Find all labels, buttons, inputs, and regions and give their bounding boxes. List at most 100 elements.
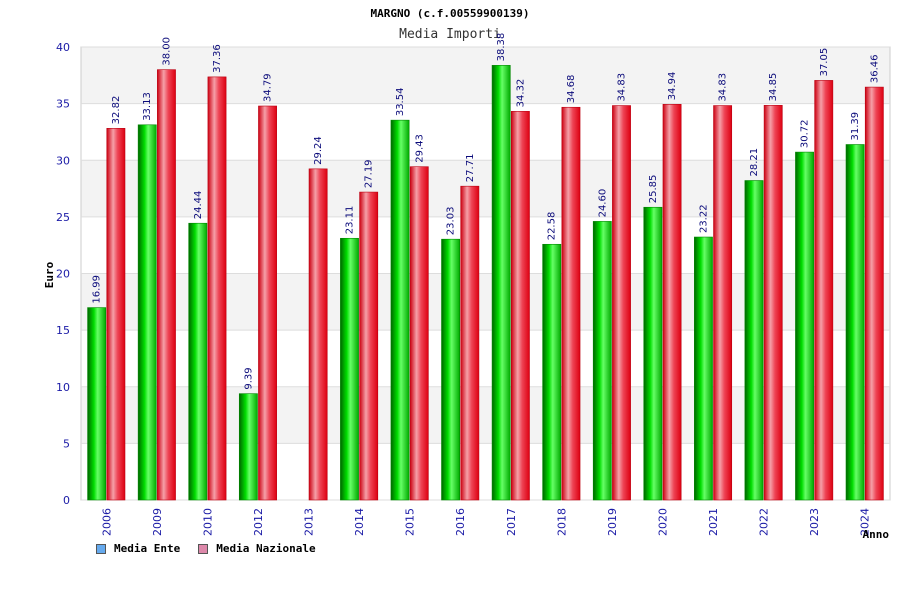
- x-tick-label: 2023: [808, 508, 821, 536]
- bar-media-ente: [643, 206, 663, 501]
- bars: [87, 65, 884, 501]
- x-tick-label: 2015: [404, 508, 417, 536]
- y-tick-label: 25: [56, 211, 70, 224]
- bar-value-label: 33.54: [395, 88, 406, 117]
- bar-value-label: 27.19: [364, 159, 375, 188]
- bar-value-label: 28.21: [749, 148, 760, 177]
- bar-media-nazionale: [814, 80, 834, 501]
- bar-media-ente: [137, 124, 157, 501]
- bar-value-label: 29.24: [313, 136, 324, 165]
- bar-value-label: 36.46: [869, 54, 880, 83]
- y-tick-label: 20: [56, 268, 70, 281]
- bar-value-label: 9.39: [243, 367, 254, 389]
- bar-media-nazionale: [713, 105, 733, 501]
- bar-value-label: 34.68: [566, 75, 577, 104]
- bar-media-ente: [744, 180, 764, 501]
- bar-media-ente: [340, 237, 359, 501]
- bar-media-nazionale: [207, 76, 227, 501]
- bar-value-label: 27.71: [465, 154, 476, 183]
- value-labels: 16.99 32.82 33.13 38.00 24.44 37.36 9.39 34.79 2…: [92, 33, 881, 390]
- bar-value-label: 24.44: [193, 191, 204, 220]
- x-tick-label: 2024: [859, 508, 872, 536]
- x-tick-label: 2016: [454, 508, 467, 536]
- x-tick-label: 2020: [656, 508, 669, 536]
- y-tick-label: 10: [56, 381, 70, 394]
- bar-media-ente: [188, 222, 208, 501]
- chart-title: MARGNO (c.f.00559900139): [371, 7, 530, 20]
- bar-value-label: 23.03: [446, 207, 457, 236]
- chart-subtitle: Media Importi: [399, 27, 501, 42]
- bar-value-label: 38.00: [161, 37, 172, 66]
- x-tick-label: 2021: [707, 508, 720, 536]
- bar-value-label: 16.99: [92, 275, 103, 304]
- bar-value-label: 31.39: [850, 112, 861, 141]
- bar-media-nazionale: [460, 185, 480, 501]
- bar-media-nazionale: [157, 69, 176, 501]
- bar-media-ente: [592, 221, 612, 501]
- bar-media-nazionale: [106, 128, 126, 501]
- legend-swatch-media-ente: [96, 543, 106, 554]
- bar-value-label: 24.60: [597, 189, 608, 218]
- bar-media-nazionale: [409, 166, 429, 501]
- bar-media-ente: [542, 243, 562, 501]
- bar-value-label: 23.22: [698, 204, 709, 233]
- bar-media-nazionale: [662, 104, 682, 501]
- y-tick-label: 40: [56, 41, 70, 54]
- bar-value-label: 25.85: [648, 175, 659, 204]
- x-tick-label: 2018: [555, 508, 568, 536]
- bar-value-label: 29.43: [414, 134, 425, 163]
- x-tick-label: 2013: [303, 508, 316, 536]
- bar-value-label: 32.82: [111, 96, 122, 125]
- bar-value-label: 38.38: [496, 33, 507, 62]
- legend-label-media-ente: Media Ente: [114, 542, 181, 555]
- x-tick-label: 2014: [353, 508, 366, 536]
- bar-media-nazionale: [258, 105, 277, 501]
- x-tick-label: 2012: [252, 508, 265, 536]
- bar-media-ente: [694, 236, 713, 501]
- y-tick-label: 35: [56, 98, 70, 111]
- bar-media-ente: [87, 307, 107, 501]
- bar-media-ente: [795, 151, 814, 501]
- bar-media-ente: [441, 238, 461, 501]
- bar-media-ente: [845, 144, 865, 501]
- legend-item-media-nazionale: Media Nazionale: [198, 542, 316, 555]
- y-tick-label: 0: [63, 494, 70, 507]
- bar-value-label: 34.83: [617, 73, 628, 102]
- x-axis-ticks: 2006 2009 2010 2012 2013 2014 2015 2016 2017 2018…: [100, 508, 871, 536]
- y-axis-label: Euro: [43, 261, 56, 288]
- bar-media-ente: [238, 393, 258, 501]
- bar-media-nazionale: [510, 111, 530, 501]
- bar-value-label: 37.36: [212, 44, 223, 73]
- bar-value-label: 30.72: [800, 119, 811, 148]
- legend-label-media-nazionale: Media Nazionale: [216, 542, 316, 555]
- x-tick-label: 2019: [606, 508, 619, 536]
- bar-media-nazionale: [561, 106, 581, 501]
- bar-value-label: 22.58: [547, 212, 558, 241]
- bar-media-nazionale: [864, 86, 884, 501]
- legend: Media Ente Media Nazionale: [96, 542, 316, 555]
- y-tick-label: 30: [56, 154, 70, 167]
- bar-value-label: 34.79: [263, 73, 274, 102]
- bar-media-nazionale: [308, 168, 328, 501]
- y-tick-label: 5: [63, 437, 70, 450]
- legend-item-media-ente: Media Ente: [96, 542, 180, 555]
- bar-value-label: 34.85: [768, 73, 779, 102]
- bar-value-label: 34.32: [515, 79, 526, 108]
- bar-media-ente: [491, 65, 511, 501]
- bar-value-label: 34.94: [667, 72, 678, 101]
- bar-media-nazionale: [763, 105, 783, 501]
- bar-value-label: 37.05: [819, 48, 830, 77]
- bar-media-ente: [390, 119, 410, 501]
- y-axis-ticks: 0 5 10 15 20 25 30 35 40: [56, 41, 70, 507]
- bar-media-nazionale: [612, 105, 631, 501]
- x-tick-label: 2022: [758, 508, 771, 536]
- legend-swatch-media-nazionale: [198, 543, 209, 554]
- x-tick-label: 2017: [505, 508, 518, 536]
- x-tick-label: 2010: [201, 508, 214, 536]
- bar-value-label: 23.11: [344, 206, 355, 235]
- bar-value-label: 34.83: [718, 73, 729, 102]
- x-tick-label: 2006: [100, 508, 113, 536]
- x-tick-label: 2009: [151, 508, 164, 536]
- bar-value-label: 33.13: [142, 92, 153, 121]
